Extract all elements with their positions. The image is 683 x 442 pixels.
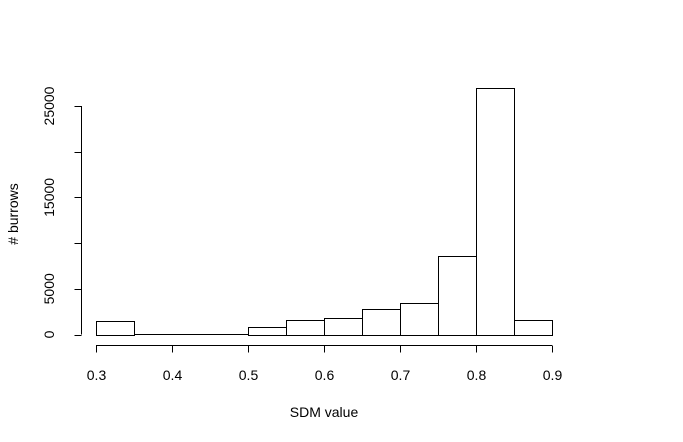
x-tick-label: 0.6 <box>315 367 335 383</box>
histogram-bar <box>324 318 363 336</box>
x-axis: 0.3 0.4 0.5 0.6 0.7 0.8 0.9 <box>87 345 563 383</box>
histogram-bar <box>362 309 401 336</box>
histogram-bar <box>96 321 135 336</box>
y-tick-label: 0 <box>41 330 57 338</box>
y-axis-label: # burrows <box>5 183 21 244</box>
histogram-bar <box>476 88 515 336</box>
x-tick-label: 0.9 <box>543 367 563 383</box>
histogram-bar <box>514 320 553 336</box>
y-tick-label: 25000 <box>41 86 57 125</box>
x-tick-label: 0.8 <box>467 367 487 383</box>
x-tick-label: 0.3 <box>87 367 107 383</box>
histogram-bar <box>286 320 325 336</box>
x-tick-label: 0.4 <box>163 367 183 383</box>
histogram-bar <box>400 303 439 336</box>
x-tick-label: 0.7 <box>391 367 411 383</box>
histogram-bars <box>96 88 553 336</box>
y-tick-label: 5000 <box>41 273 57 304</box>
histogram-bar <box>438 256 477 336</box>
histogram-bar <box>248 327 287 336</box>
x-axis-label: SDM value <box>290 404 359 420</box>
y-axis: 0 5000 15000 25000 <box>41 86 82 338</box>
y-tick-label: 15000 <box>41 178 57 217</box>
x-tick-label: 0.5 <box>239 367 259 383</box>
